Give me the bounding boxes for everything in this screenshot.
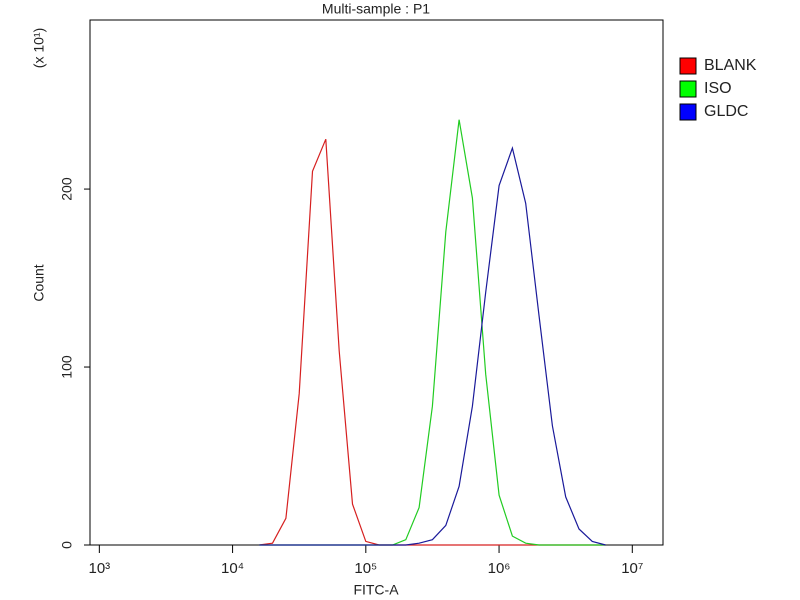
x-axis-label: FITC-A — [353, 582, 399, 598]
legend-label: ISO — [704, 80, 732, 97]
x-tick-label: 10⁶ — [488, 560, 511, 577]
y-axis-label: Count — [31, 264, 47, 301]
x-tick-label: 10⁵ — [354, 560, 377, 577]
x-tick-label: 10⁷ — [621, 560, 643, 577]
series-line — [259, 145, 606, 546]
plot-frame — [89, 19, 664, 546]
legend-swatch — [679, 80, 697, 98]
legend-label: BLANK — [704, 57, 757, 74]
legend-swatch — [679, 103, 697, 121]
y-tick-label: 0 — [59, 541, 75, 549]
legend-label: GLDC — [704, 103, 748, 120]
series-line — [259, 119, 606, 546]
y-multiplier: (x 10¹) — [31, 28, 47, 68]
legend-swatch — [679, 57, 697, 75]
y-tick-label: 100 — [59, 355, 75, 379]
series-line — [259, 138, 606, 546]
chart-title: Multi-sample : P1 — [322, 1, 430, 17]
x-tick-label: 10⁴ — [221, 560, 244, 577]
y-tick-label: 200 — [59, 177, 75, 201]
x-tick-label: 10³ — [88, 560, 110, 577]
